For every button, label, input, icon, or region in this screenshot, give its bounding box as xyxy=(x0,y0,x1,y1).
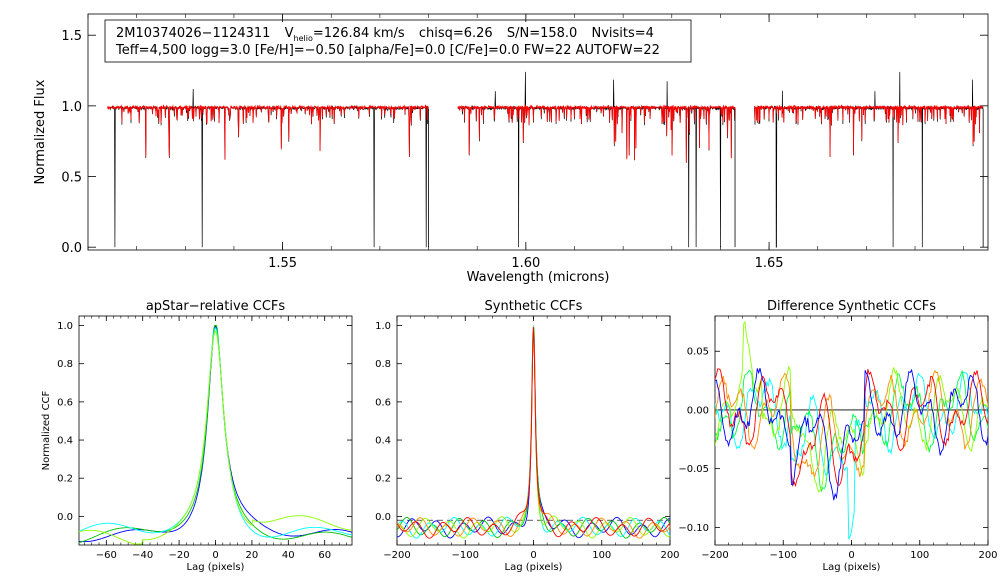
synthetic-ccf-line-5 xyxy=(396,326,671,539)
header-box xyxy=(104,19,692,63)
panel-1-title: apStar−relative CCFs xyxy=(146,299,286,314)
panel-2-title: Synthetic CCFs xyxy=(485,299,583,314)
y-tick-label: 1.0 xyxy=(375,321,391,332)
x-tick-label: −40 xyxy=(132,550,153,561)
synthetic-ccf-series xyxy=(396,325,671,539)
y-tick-label: 0.05 xyxy=(687,347,709,358)
header-snr: S/N=158.0 xyxy=(507,26,577,41)
panel-1-xlabel: Lag (pixels) xyxy=(187,562,245,573)
apstar-ccf-line-1 xyxy=(78,325,353,543)
y-tick-label: −0.10 xyxy=(678,523,709,534)
observed-spectrum-segment-1 xyxy=(457,71,736,248)
x-tick-label: 1.55 xyxy=(268,256,297,271)
x-tick-label: 20 xyxy=(246,550,259,561)
x-tick-label: −20 xyxy=(169,550,190,561)
header-nvisits: Nvisits=4 xyxy=(591,26,653,41)
panel-3-xlabel: Lag (pixels) xyxy=(823,562,881,573)
y-tick-label: 0.2 xyxy=(375,474,391,485)
x-tick-label: 100 xyxy=(910,550,929,561)
header-v-value: =126.84 km/s xyxy=(313,26,405,41)
y-tick-label: 1.5 xyxy=(61,29,82,44)
header-line-1: 2M10374026−1124311 Vhelio=126.84 km/s ch… xyxy=(116,26,654,43)
panel-1-frame xyxy=(78,315,353,546)
x-tick-label: −60 xyxy=(96,550,117,561)
difference-ccf-line-4 xyxy=(715,368,988,488)
x-tick-label: 40 xyxy=(282,550,295,561)
y-tick-label: 0.00 xyxy=(687,405,709,416)
panel-0-axes: 1.55 1.60 1.65 0.0 0.5 1.0 1.5 Wavelength (micr… xyxy=(33,13,989,285)
panel-0-ylabel: Normalized Flux xyxy=(33,79,48,184)
y-tick-label: 0.0 xyxy=(57,512,73,523)
difference-ccf-line-1 xyxy=(715,369,988,493)
synthetic-ccf-line-0 xyxy=(396,325,671,539)
x-tick-label: −200 xyxy=(383,550,410,561)
x-tick-label: 60 xyxy=(318,550,331,561)
y-tick-label: 0.6 xyxy=(57,397,73,408)
model-spectrum-segment-0 xyxy=(107,104,429,160)
synthetic-ccf-line-4 xyxy=(396,326,671,539)
panel-2-frame xyxy=(396,315,671,546)
panel-3-frame xyxy=(714,315,989,546)
y-tick-label: 0.5 xyxy=(61,171,82,186)
panel-2-xlabel: Lag (pixels) xyxy=(505,562,563,573)
y-tick-label: 0.4 xyxy=(375,436,391,447)
x-tick-label: 100 xyxy=(592,550,611,561)
panel-2-axes: −200 −100 0 100 200 0.0 0.2 0.4 0.6 0.8 1.0 Synthet… xyxy=(375,299,679,573)
panel-1-axes: −60 −40 −20 0 20 40 60 0.0 0.2 0.4 0.6 0.8 1.0 apStar… xyxy=(41,299,353,573)
header-line-2: Teff=4,500 logg=3.0 [Fe/H]=−0.50 [alpha/… xyxy=(115,43,660,58)
header-chisq: chisq=6.26 xyxy=(419,26,493,41)
difference-ccf-line-5 xyxy=(715,367,988,501)
x-tick-label: 0 xyxy=(530,550,536,561)
x-tick-label: −100 xyxy=(452,550,479,561)
synthetic-ccf-line-1 xyxy=(396,325,671,539)
y-tick-label: 0.2 xyxy=(57,474,73,485)
x-tick-label: 200 xyxy=(660,550,679,561)
model-spectrum-segment-1 xyxy=(457,104,736,163)
header-v-sub: helio xyxy=(294,34,313,43)
observed-spectrum-segment-2 xyxy=(754,71,984,248)
spectrum-series xyxy=(107,71,984,248)
difference-ccf-series xyxy=(715,320,988,540)
difference-ccf-line-0 xyxy=(715,371,988,540)
apstar-ccf-series xyxy=(78,325,353,545)
y-tick-label: 1.0 xyxy=(57,321,73,332)
y-tick-label: 0.6 xyxy=(375,397,391,408)
apstar-ccf-line-0 xyxy=(78,325,353,543)
header-v-prefix: V xyxy=(285,26,294,41)
x-tick-label: 0 xyxy=(848,550,854,561)
synthetic-ccf-line-3 xyxy=(396,326,671,539)
panel-1-ylabel: Normalized CCF xyxy=(41,390,52,470)
y-tick-label: 0.8 xyxy=(375,359,391,370)
y-tick-label: 1.0 xyxy=(61,100,82,115)
x-tick-label: −200 xyxy=(701,550,728,561)
x-tick-label: 1.65 xyxy=(755,256,784,271)
x-tick-label: −100 xyxy=(770,550,797,561)
header-object-id: 2M10374026−1124311 xyxy=(116,26,270,41)
panel-0-frame xyxy=(87,13,989,251)
panel-3-title: Difference Synthetic CCFs xyxy=(767,299,936,314)
y-tick-label: 0.0 xyxy=(61,241,82,256)
x-tick-label: 0 xyxy=(212,550,218,561)
y-tick-label: 0.8 xyxy=(57,359,73,370)
model-spectrum-segment-2 xyxy=(754,104,984,157)
panel-3-axes: −200 −100 0 100 200 −0.10 −0.05 0.00 0.05 Differe… xyxy=(678,299,997,573)
y-tick-label: 0.0 xyxy=(375,512,391,523)
y-tick-label: 0.4 xyxy=(57,436,73,447)
difference-ccf-line-3 xyxy=(715,369,988,478)
y-tick-label: −0.05 xyxy=(678,464,709,475)
x-tick-label: 200 xyxy=(978,550,997,561)
panel-0-xlabel: Wavelength (microns) xyxy=(467,270,610,285)
apstar-ccf-line-2 xyxy=(78,326,353,538)
x-tick-label: 1.60 xyxy=(511,256,540,271)
apstar-ccf-line-3 xyxy=(78,330,353,545)
synthetic-ccf-line-2 xyxy=(396,325,671,539)
